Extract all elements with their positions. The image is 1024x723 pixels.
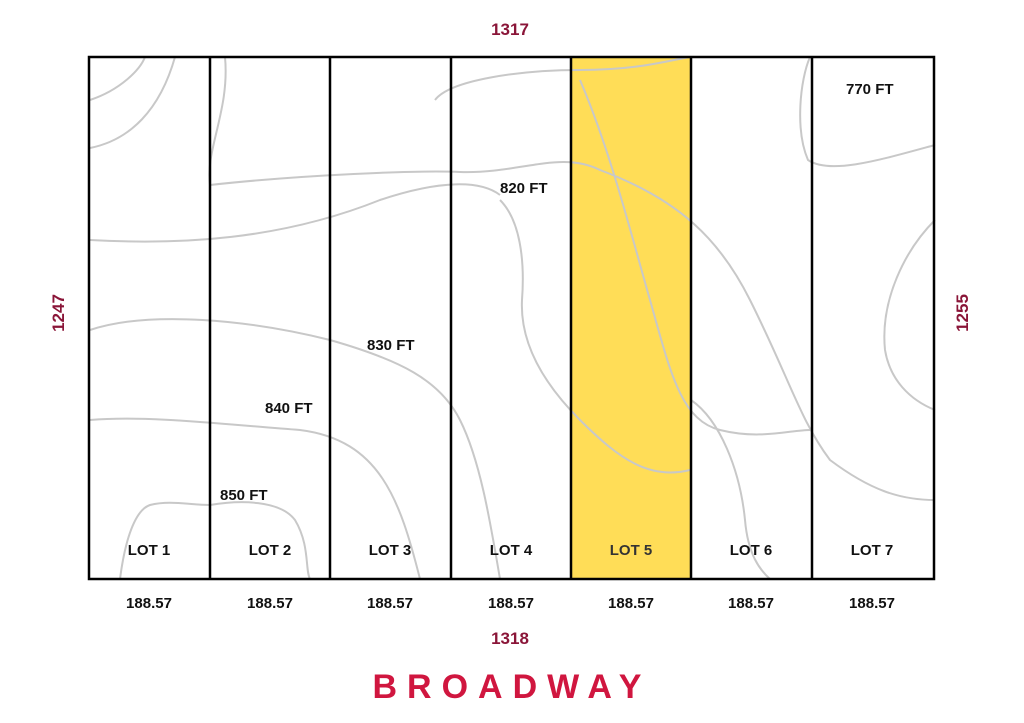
lot-label-1[interactable]: LOT 1 [127,542,171,559]
right-dimension: 1255 [953,294,972,332]
top-dimension: 1317 [491,20,529,39]
contour-line [89,183,501,243]
contour-label-840: 840 FT [265,400,313,417]
lot-dividers [208,57,814,579]
contour-lines [89,56,936,580]
lot-label-7[interactable]: LOT 7 [850,542,894,559]
contour-label-830: 830 FT [367,337,415,354]
lot-label-2[interactable]: LOT 2 [248,542,292,559]
lot-5-highlight [571,57,691,579]
lot-width-6: 188.57 [728,595,774,612]
contour-line [89,318,501,580]
contour-line [89,56,146,101]
contour-line [799,56,936,168]
lot-width-4: 188.57 [488,595,534,612]
contour-label-770: 770 FT [846,81,894,98]
lot-label-3[interactable]: LOT 3 [368,542,412,559]
lot-label-4[interactable]: LOT 4 [489,542,533,559]
lot-width-1: 188.57 [126,595,172,612]
lot-label-6[interactable]: LOT 6 [729,542,773,559]
contour-line [208,56,227,186]
contour-line [89,56,176,149]
lot-width-7: 188.57 [849,595,895,612]
lot-width-2: 188.57 [247,595,293,612]
contour-line [690,399,771,580]
contour-label-850: 850 FT [220,487,268,504]
bottom-dimension: 1318 [491,629,529,648]
lot-label-5[interactable]: LOT 5 [609,542,653,559]
contour-line [119,501,211,580]
left-dimension: 1247 [49,294,68,332]
lot-width-5: 188.57 [608,595,654,612]
contour-line [579,79,811,436]
property-boundary [87,55,936,581]
contour-line [209,501,311,580]
contour-line [209,160,936,501]
contour-label-820: 820 FT [500,180,548,197]
contour-line [883,219,936,411]
lot-width-3: 188.57 [367,595,413,612]
contour-line [499,199,691,474]
contour-line [434,56,691,101]
street-name: BROADWAY [372,668,652,706]
contour-line [89,417,421,580]
